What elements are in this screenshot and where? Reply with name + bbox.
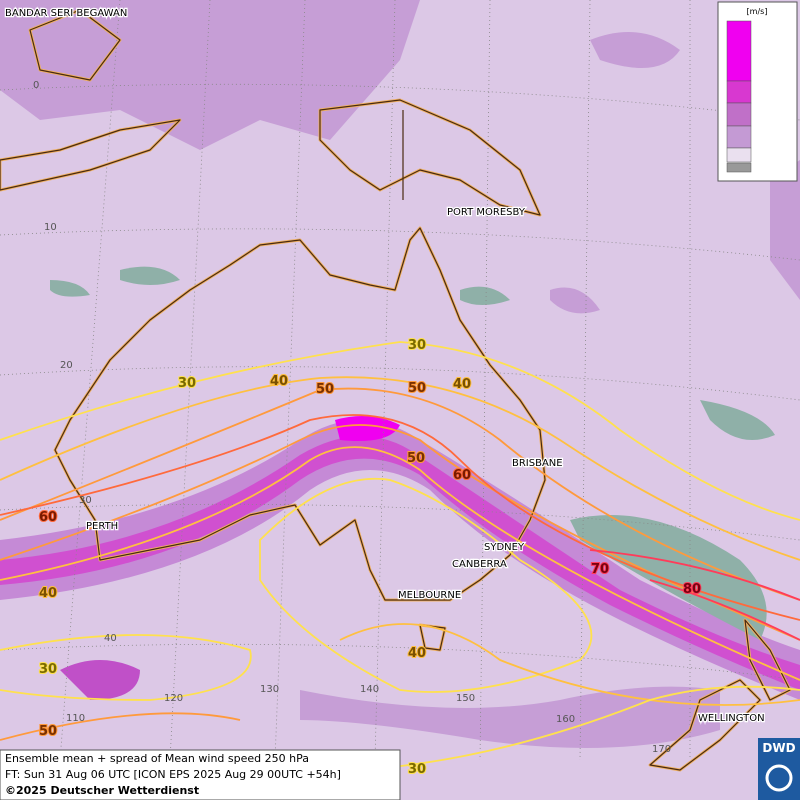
latitude-label: 10 <box>44 222 57 233</box>
contour-label: 40 <box>453 377 471 392</box>
legend: [m/s] <box>717 1 798 182</box>
longitude-label: 110 <box>66 713 85 724</box>
longitude-label: 170 <box>652 744 671 755</box>
legend-unit: [m/s] <box>747 7 768 16</box>
contour-label: 70 <box>591 562 609 577</box>
contour-label: 50 <box>39 724 57 739</box>
contour-label: 30 <box>178 376 196 391</box>
footer-box <box>0 749 401 800</box>
contour-label: 40 <box>270 374 288 389</box>
logo-swirl <box>765 764 793 792</box>
contour-label: 60 <box>453 468 471 483</box>
longitude-label: 150 <box>456 693 475 704</box>
latitude-label: 0 <box>33 80 39 91</box>
footer-forecast: FT: Sun 31 Aug 06 UTC [ICON EPS 2025 Aug… <box>5 768 341 781</box>
contours <box>0 341 800 771</box>
coastlines-inner <box>0 9 791 771</box>
place-label: MELBOURNE <box>398 590 461 601</box>
contour-label: 40 <box>39 586 57 601</box>
contour-label: 80 <box>683 582 701 597</box>
contour-label: 30 <box>408 338 426 353</box>
contour-label: 50 <box>407 451 425 466</box>
low-spread <box>50 266 775 640</box>
graticule <box>0 0 800 761</box>
longitude-label: 160 <box>556 714 575 725</box>
contour-label: 60 <box>39 510 57 525</box>
latitude-label: 40 <box>104 633 117 644</box>
contour-label: 30 <box>39 662 57 677</box>
contour-label: 30 <box>408 762 426 777</box>
place-label: BANDAR SERI BEGAWAN <box>5 8 127 19</box>
longitude-label: 140 <box>360 684 379 695</box>
longitude-label: 120 <box>164 693 183 704</box>
place-label: PERTH <box>86 521 118 532</box>
place-label: PORT MORESBY <box>447 207 526 218</box>
place-label: SYDNEY <box>484 542 525 553</box>
latitude-label: 30 <box>79 495 92 506</box>
labels: BANDAR SERI BEGAWAN PORT MORESBY BRISBANE P… <box>4 7 770 778</box>
footer-copyright: ©2025 Deutscher Wetterdienst <box>5 784 199 797</box>
place-label: WELLINGTON <box>698 713 765 724</box>
place-label: BRISBANE <box>512 458 563 469</box>
logo: DWD <box>762 741 795 755</box>
contour-label: 40 <box>408 646 426 661</box>
place-label: CANBERRA <box>452 559 507 570</box>
footer-title: Ensemble mean + spread of Mean wind spee… <box>5 752 309 765</box>
contour-label: 50 <box>316 382 334 397</box>
latitude-label: 20 <box>60 360 73 371</box>
longitude-label: 130 <box>260 684 279 695</box>
spread-shading <box>0 0 800 748</box>
contour-label: 50 <box>408 381 426 396</box>
